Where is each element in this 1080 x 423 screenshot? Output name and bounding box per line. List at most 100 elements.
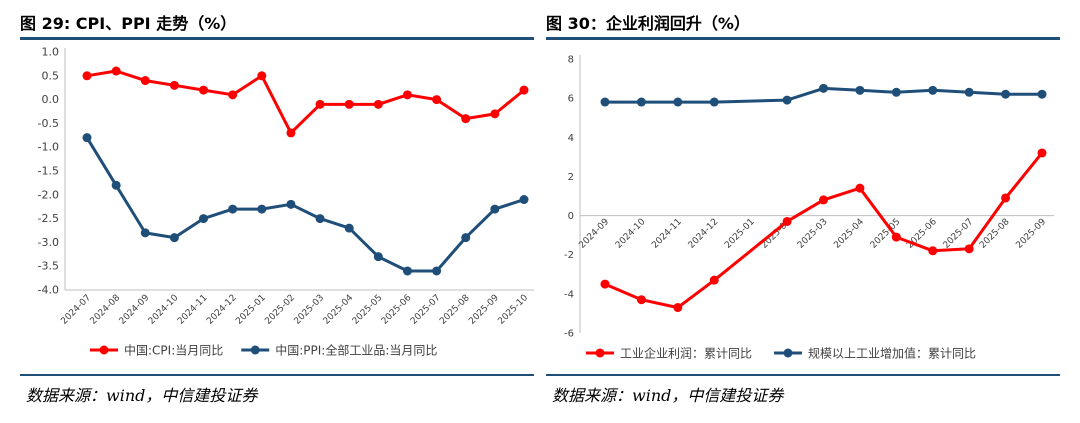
chart-panel-profit: 图 30：企业利润回升（%） 8 6 4 2 0 -2 -4 -6 2024-09 2024-10… [546,0,1060,423]
series-0-point [402,90,412,100]
y-tick-label: 2 [568,172,574,183]
series-0-point [782,216,792,226]
y-tick-label: 6 [568,94,574,105]
series-0-point [709,275,719,285]
series-0-point [373,99,383,109]
series-0-point [286,128,296,138]
series-0-point [199,85,209,95]
series-0-point [432,95,442,105]
series-1-point [373,252,383,262]
series-0-point [819,195,828,205]
x-tick-label: 2025-08 [438,293,472,327]
series-0-point [490,109,500,119]
title-rule [20,37,534,40]
series-0-line [86,69,525,135]
x-tick-label: 2024-08 [89,293,123,327]
legend-entry: 工业企业利润：累计同比 [586,346,752,361]
x-tick-label: 2025-03 [796,217,830,251]
source-rule [546,374,1060,376]
x-tick-label: 2024-10 [147,293,181,327]
chart-title: 图 30：企业利润回升（%） [546,14,750,33]
series-0-point [315,99,325,109]
series-1-point [344,223,354,233]
y-tick-label: -6 [564,329,574,340]
source-note: 数据来源：wind，中信建投证券 [26,386,258,405]
series-1-point [891,87,901,97]
series-0-point [891,232,901,242]
y-tick-label: -2 [564,250,574,261]
legend-entry: 中国:PPI:全部工业品:当月同比 [241,343,437,358]
y-tick-label: 0.5 [42,69,60,82]
x-tick-label: 2024-11 [650,217,684,251]
series-1-point [782,95,792,105]
legend-label: 工业企业利润：累计同比 [620,346,752,361]
x-tick-label: 2025-05 [351,293,385,327]
series-0-point [257,71,267,81]
y-tick-label: 8 [568,55,574,66]
chart-title: 图 29: CPI、PPI 走势（%） [20,14,237,33]
series-1-point [257,204,267,214]
series-1-point [82,133,92,143]
series-0-point [228,90,238,100]
series-1-point [315,214,325,224]
series-0-point [964,244,974,254]
series-0-point [82,71,92,81]
series-0-point [855,183,865,193]
legend-marker [783,348,793,358]
legend-marker [595,348,605,358]
series-1-point [1037,89,1047,99]
legend-label: 中国:PPI:全部工业品:当月同比 [275,343,437,358]
series-1-point [461,233,471,243]
x-tick-label: 2025-03 [293,293,327,327]
series-0-point [673,303,683,313]
x-tick-label: 2025-08 [978,217,1012,251]
series-1-point [228,204,238,214]
source-note: 数据来源：wind，中信建投证券 [552,386,784,405]
series-1-point [519,195,529,205]
y-tick-label: -4 [564,289,574,300]
series-1-point [286,199,296,209]
x-tick-label: 2025-10 [496,293,530,327]
series-1-point [636,97,646,107]
chart-panel-cpi-ppi: 图 29: CPI、PPI 走势（%） 1.0 0.5 0.0 -0.5 -1.0 -1.… [20,0,534,423]
series-0-point [1037,148,1047,158]
series-1-point [600,97,610,107]
series-1-point [169,233,179,243]
y-tick-label: -3.5 [38,260,59,273]
legend-label: 规模以上工业增加值：累计同比 [808,346,976,361]
x-tick-label: 2024-09 [577,217,611,251]
x-tick-label: 2024-10 [614,217,648,251]
x-tick-label: 2025-06 [380,293,414,327]
x-tick-label: 2024-11 [176,293,210,327]
series-0-point [519,85,529,95]
x-tick-label: 2024-12 [205,293,239,327]
y-tick-label: 0 [568,211,574,222]
x-tick-label: 2024-12 [687,217,721,251]
x-tick-label: 2025-01 [723,217,757,251]
x-tick-label: 2024-09 [118,293,152,327]
legend-entry: 中国:CPI:当月同比 [90,343,223,358]
series-1-point [855,85,865,95]
y-tick-label: 1.0 [42,46,60,59]
series-1-line [85,136,525,273]
series-0-point [111,66,121,76]
series-0-point [461,114,471,124]
y-tick-label: -2.5 [38,212,59,225]
y-tick-label: -0.5 [38,117,59,130]
x-tick-label: 2024-07 [59,293,93,327]
legend-marker [250,345,260,355]
y-tick-label: -3.0 [38,236,59,249]
title-rule [546,37,1060,40]
series-0-point [928,246,938,256]
series-1-point [432,266,442,276]
series-0-point [344,99,354,109]
series-1-point [402,266,412,276]
series-1-point [490,204,500,214]
y-tick-label: -2.0 [38,188,59,201]
series-1-point [928,85,938,95]
x-tick-label: 2025-09 [467,293,501,327]
y-tick-label: 4 [568,133,574,144]
series-0-line [604,151,1044,310]
legend-entry: 规模以上工业增加值：累计同比 [774,346,976,361]
y-tick-label: -4.0 [38,284,59,297]
